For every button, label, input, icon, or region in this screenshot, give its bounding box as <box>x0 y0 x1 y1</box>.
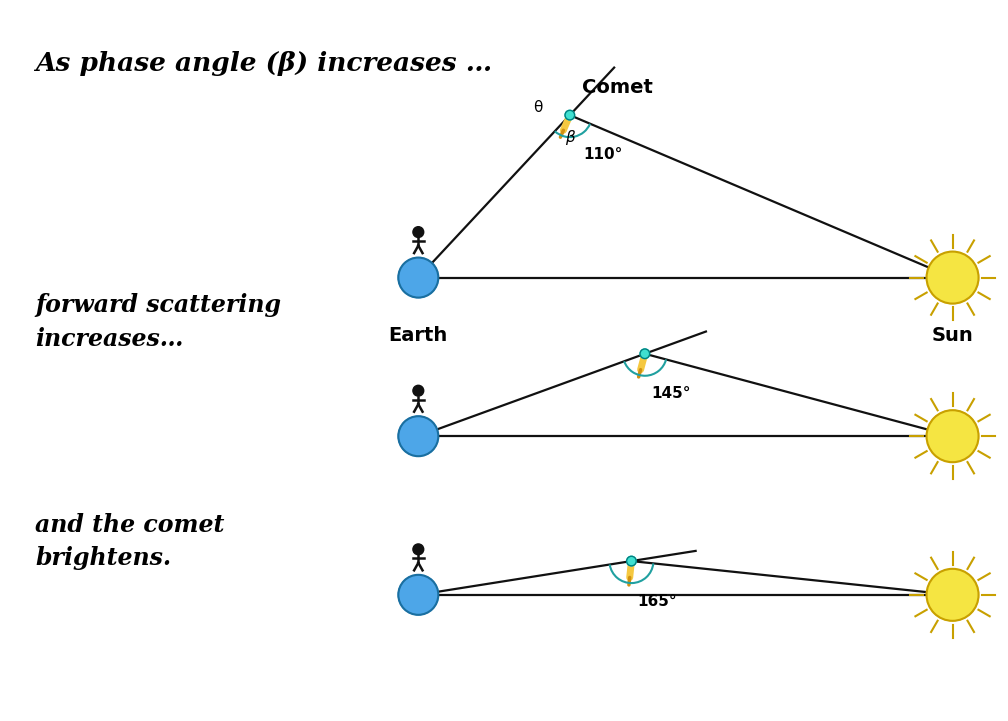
Circle shape <box>926 252 979 304</box>
Circle shape <box>627 557 636 566</box>
Text: Sun: Sun <box>931 326 974 345</box>
Text: As phase angle (β) increases …: As phase angle (β) increases … <box>35 51 492 76</box>
Text: θ: θ <box>533 99 542 115</box>
Circle shape <box>926 410 979 462</box>
Circle shape <box>926 569 979 621</box>
Text: 145°: 145° <box>651 386 691 401</box>
Circle shape <box>413 385 423 396</box>
Text: 165°: 165° <box>637 593 677 609</box>
Circle shape <box>413 544 423 554</box>
Text: forward scattering
increases…: forward scattering increases… <box>35 293 281 350</box>
Text: and the comet
brightens.: and the comet brightens. <box>35 513 225 570</box>
Circle shape <box>640 349 649 358</box>
Text: 110°: 110° <box>584 147 623 162</box>
Circle shape <box>398 575 438 615</box>
Circle shape <box>565 110 575 120</box>
Circle shape <box>413 226 423 237</box>
Text: Comet: Comet <box>582 78 653 97</box>
Text: Earth: Earth <box>389 326 448 345</box>
Text: β: β <box>564 130 575 145</box>
Circle shape <box>398 257 438 298</box>
Circle shape <box>398 416 438 456</box>
